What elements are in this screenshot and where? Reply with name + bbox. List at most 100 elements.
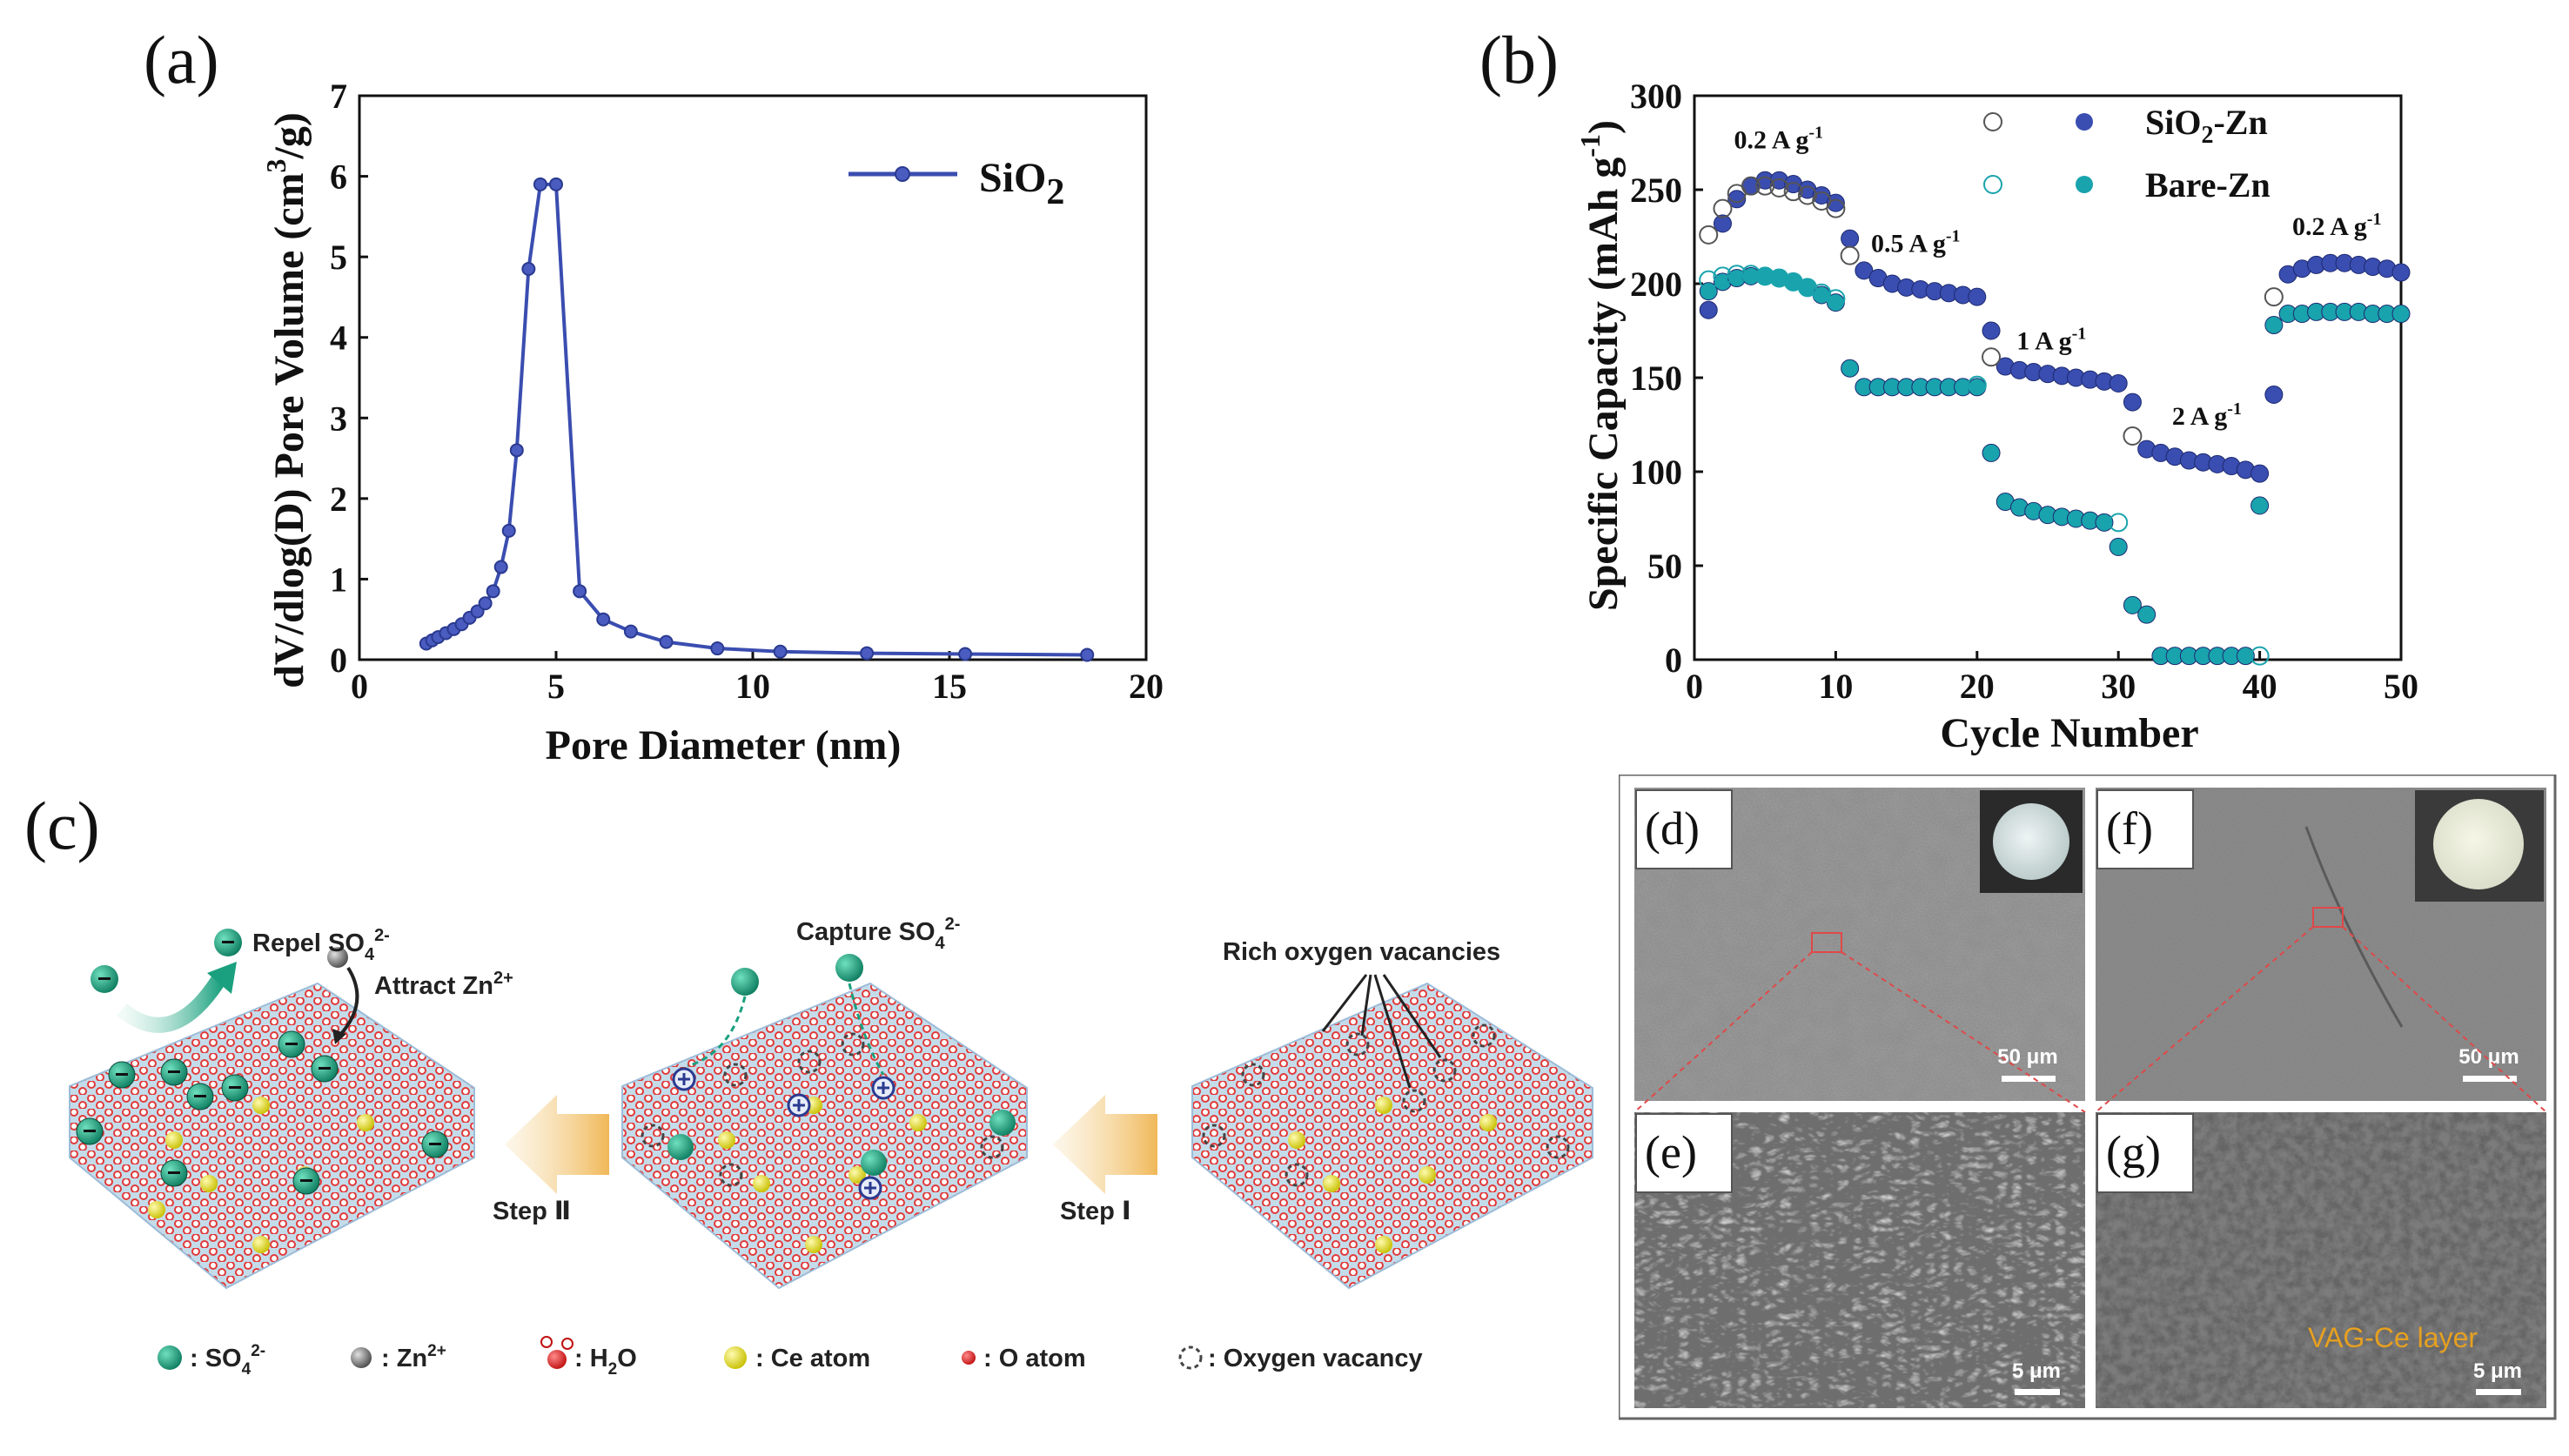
vag-ce-layer-label: VAG-Ce layer [2308, 1322, 2478, 1353]
rate-annotation: 0.5 A g-1 [1871, 226, 1961, 258]
x-tick-label: 10 [735, 667, 770, 706]
data-point [2264, 316, 2284, 335]
step-2-label: Step Ⅱ [493, 1198, 571, 1225]
y-tick-label: 0 [1665, 641, 1682, 680]
data-point [1812, 185, 1831, 205]
legend-label: SiO2 [979, 155, 1064, 212]
data-point [1797, 278, 1817, 298]
step-1-label: Step Ⅰ [1060, 1198, 1131, 1225]
data-point [1755, 176, 1775, 196]
data-point [1826, 289, 1846, 309]
x-tick-label: 0 [1686, 667, 1703, 706]
panel-label-c: (c) [24, 788, 100, 863]
data-point [958, 647, 973, 661]
sem-panel-f: (f) 50 μm [2096, 788, 2546, 1101]
legend-so4-icon [158, 1345, 182, 1370]
legend-so4-label: : SO42- [190, 1342, 265, 1379]
step-1-arrow: Step Ⅰ [1053, 1095, 1157, 1225]
y-tick-label: 3 [330, 399, 347, 438]
data-point [860, 646, 875, 661]
rate-annotation: 0.2 A g-1 [2292, 210, 2382, 241]
data-point [2137, 605, 2156, 624]
sample-photo-d [1993, 803, 2069, 880]
data-point [2109, 537, 2128, 556]
x-tick-label: 5 [547, 667, 565, 706]
data-point [2264, 287, 2284, 307]
y-tick-label: 50 [1647, 547, 1682, 586]
data-point [1713, 266, 1733, 286]
y-tick-label: 100 [1630, 453, 1682, 492]
data-point [1727, 190, 1747, 209]
legend-o-label: : O atom [983, 1345, 1086, 1372]
y-tick-label: 5 [330, 238, 347, 277]
sem-panel-d: (d) 50 μm [1634, 788, 2085, 1101]
series-line-sio2 [425, 182, 1088, 657]
legend-marker-bare [2076, 176, 2093, 193]
legend-ce-icon [724, 1346, 747, 1369]
sem-panel-e: (e) 5 μm [1634, 1112, 2085, 1408]
data-point [623, 624, 638, 639]
capture-label: Capture SO42- [796, 915, 960, 953]
rate-annotation: 1 A g-1 [2016, 325, 2086, 356]
data-point [1783, 272, 1803, 292]
data-point [1769, 268, 1789, 288]
data-point [1826, 198, 1846, 218]
data-point [493, 560, 508, 574]
x-tick-label: 30 [2101, 667, 2136, 706]
legend-h2o-icon [540, 1336, 573, 1369]
data-point [659, 634, 674, 649]
zoom-guides [1633, 926, 2547, 1113]
data-point [1080, 647, 1095, 662]
data-point [533, 177, 547, 191]
lattice-slab-middle: Capture SO42- [621, 915, 1028, 1290]
rate-annotation: 0.2 A g-1 [1734, 123, 1823, 154]
y-tick-label: 6 [330, 158, 347, 197]
panel-label-b: (b) [1479, 22, 1559, 97]
x-tick-label: 20 [1129, 667, 1164, 706]
legend-open-marker [1983, 112, 2002, 131]
x-axis-label: Cycle Number [1940, 710, 2198, 756]
legend: SiO2-Zn Bare-Zn [1983, 103, 2271, 205]
data-point [1783, 182, 1803, 202]
data-point [1699, 270, 1719, 290]
data-point [2123, 393, 2142, 412]
data-point [1769, 178, 1789, 198]
y-tick-label: 300 [1630, 77, 1682, 116]
data-point [596, 612, 611, 627]
data-point [1755, 266, 1775, 286]
panel-label-a: (a) [144, 22, 219, 97]
y-tick-label: 7 [330, 77, 347, 116]
rate-annotation: 2 A g-1 [2172, 399, 2242, 431]
panel-label-d: (d) [1645, 802, 1700, 855]
scale-bar-d [2002, 1076, 2056, 1082]
scale-label-f: 50 μm [2458, 1045, 2519, 1069]
data-point [2264, 385, 2284, 404]
data-point [521, 262, 536, 277]
data-point [478, 596, 493, 611]
data-point [2236, 647, 2255, 666]
repel-label: Repel SO42- [252, 926, 390, 964]
scale-bar-f [2463, 1076, 2517, 1082]
attract-label: Attract Zn2+ [374, 969, 513, 1000]
panel-label-f: (f) [2106, 802, 2153, 855]
lattice-slab-final: Repel SO42- Attract Zn2+ [69, 926, 513, 1290]
legend-label-bare: Bare-Zn [2145, 165, 2271, 205]
data-point [1741, 176, 1761, 196]
data-point [1812, 283, 1832, 303]
x-tick-label: 20 [1960, 667, 1995, 706]
y-tick-label: 2 [330, 480, 347, 519]
data-point [1967, 375, 1987, 395]
rate-capability-chart: (b) Cycle Number Specific Capacity (mAh … [1479, 22, 2418, 756]
data-point [2095, 513, 2114, 532]
legend-zn-label: : Zn2+ [381, 1342, 446, 1372]
data-point [1968, 287, 1987, 306]
sem-panel-g: (g) VAG-Ce layer 5 μm [2096, 1112, 2546, 1408]
data-point [1699, 225, 1719, 245]
x-tick-label: 40 [2243, 667, 2277, 706]
scale-label-e: 5 μm [2012, 1359, 2061, 1383]
data-point [549, 177, 563, 191]
data-point [1855, 261, 1874, 280]
x-axis-label: Pore Diameter (nm) [546, 722, 902, 768]
data-point [2123, 426, 2143, 446]
data-point [1727, 265, 1747, 285]
